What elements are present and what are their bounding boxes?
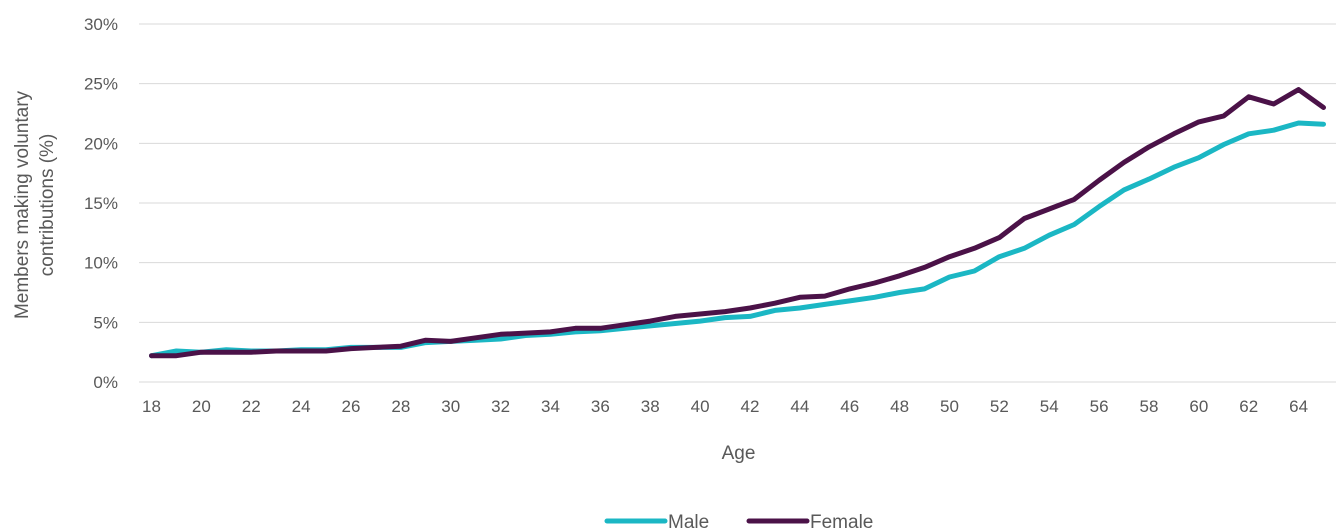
legend-label-male: Male	[668, 512, 709, 532]
y-axis-ticks: 0% 5% 10% 15% 20% 25% 30%	[84, 15, 118, 392]
y-tick-label: 10%	[84, 254, 118, 273]
x-tick-label: 28	[391, 397, 410, 416]
y-axis-title: Members making voluntary contributions (%…	[12, 90, 58, 319]
y-tick-label: 5%	[93, 313, 118, 332]
y-tick-label: 0%	[93, 373, 118, 392]
x-tick-label: 62	[1239, 397, 1258, 416]
gridlines	[139, 23, 1336, 383]
x-axis-title: Age	[722, 443, 756, 464]
x-tick-label: 64	[1289, 397, 1308, 416]
x-tick-label: 26	[342, 397, 361, 416]
x-tick-label: 32	[491, 397, 510, 416]
series-line-male	[149, 120, 1326, 359]
x-tick-label: 44	[790, 397, 809, 416]
legend: Male Female	[604, 512, 873, 532]
y-axis-title-line: Members making voluntary	[12, 90, 33, 319]
legend-label-female: Female	[810, 512, 873, 532]
y-tick-label: 25%	[84, 75, 118, 94]
series-lines	[149, 87, 1326, 359]
y-tick-label: 30%	[84, 15, 118, 34]
x-tick-label: 46	[840, 397, 859, 416]
x-tick-label: 48	[890, 397, 909, 416]
series-line-female	[149, 87, 1326, 359]
x-axis-ticks: 18 20 22 24 26 28 30 32 34 36 38 40 42 44 46 48 50 52 54 56…	[142, 397, 1308, 416]
x-tick-label: 24	[292, 397, 311, 416]
x-tick-label: 18	[142, 397, 161, 416]
x-tick-label: 34	[541, 397, 560, 416]
x-tick-label: 36	[591, 397, 610, 416]
x-tick-label: 42	[741, 397, 760, 416]
x-tick-label: 52	[990, 397, 1009, 416]
x-tick-label: 56	[1090, 397, 1109, 416]
x-tick-label: 54	[1040, 397, 1059, 416]
x-tick-label: 20	[192, 397, 211, 416]
x-tick-label: 58	[1140, 397, 1159, 416]
x-tick-label: 50	[940, 397, 959, 416]
y-tick-label: 15%	[84, 194, 118, 213]
x-tick-label: 60	[1189, 397, 1208, 416]
y-tick-label: 20%	[84, 134, 118, 153]
x-tick-label: 22	[242, 397, 261, 416]
x-tick-label: 30	[441, 397, 460, 416]
y-axis-title-line: contributions (%)	[37, 134, 58, 277]
x-tick-label: 40	[691, 397, 710, 416]
x-tick-label: 38	[641, 397, 660, 416]
